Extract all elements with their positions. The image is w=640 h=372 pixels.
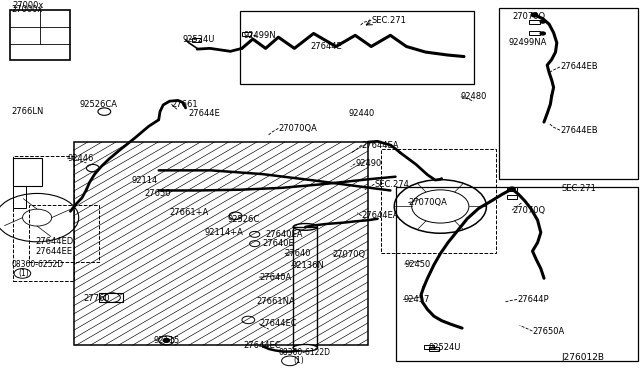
Text: SEC.271: SEC.271 (562, 185, 596, 193)
Text: 27644ED: 27644ED (35, 237, 74, 246)
Text: 92526C: 92526C (227, 215, 259, 224)
Circle shape (531, 13, 538, 17)
Text: (1): (1) (18, 269, 29, 278)
Circle shape (540, 32, 545, 35)
Text: 27644E: 27644E (310, 42, 342, 51)
Text: 27644P: 27644P (517, 295, 548, 304)
Text: 27000x: 27000x (12, 5, 43, 14)
Ellipse shape (293, 344, 317, 351)
Text: 27661: 27661 (172, 100, 198, 109)
Text: 92524U: 92524U (429, 343, 461, 352)
Text: 08360-6252D: 08360-6252D (12, 260, 63, 269)
Text: 92450: 92450 (404, 260, 431, 269)
Text: 27644EB: 27644EB (560, 126, 598, 135)
Text: 27644EA: 27644EA (362, 141, 399, 150)
Text: 27070Q: 27070Q (512, 206, 545, 215)
Text: 27650: 27650 (144, 189, 170, 198)
Circle shape (163, 339, 170, 342)
Text: 92524U: 92524U (182, 35, 215, 44)
Text: 27760: 27760 (83, 294, 110, 303)
Text: 92490: 92490 (355, 159, 381, 168)
Text: 27650A: 27650A (532, 327, 564, 336)
Text: 27661+A: 27661+A (170, 208, 209, 217)
Text: 92480: 92480 (461, 92, 487, 101)
Text: 27640E: 27640E (262, 239, 294, 248)
Text: SEC.271: SEC.271 (371, 16, 406, 25)
Text: SEC.274: SEC.274 (374, 180, 409, 189)
Text: 92499NA: 92499NA (509, 38, 547, 47)
Text: 92446: 92446 (67, 154, 93, 163)
Text: 27070QA: 27070QA (278, 124, 317, 133)
Text: 27644E: 27644E (189, 109, 221, 118)
Text: 27644EE: 27644EE (35, 247, 72, 256)
Text: 2766LN: 2766LN (12, 107, 44, 116)
Text: 27644EA: 27644EA (362, 211, 399, 220)
Text: (1): (1) (293, 356, 304, 365)
Text: 92114+A: 92114+A (205, 228, 244, 237)
Text: 92114: 92114 (131, 176, 157, 185)
Text: 27640A: 27640A (259, 273, 291, 282)
Circle shape (532, 13, 537, 16)
Text: 92136N: 92136N (291, 262, 324, 270)
Text: 27644EC: 27644EC (243, 341, 281, 350)
Text: 27070QA: 27070QA (408, 198, 447, 207)
Circle shape (509, 187, 515, 191)
Text: J276012B: J276012B (562, 353, 605, 362)
Text: 27644EB: 27644EB (560, 62, 598, 71)
Text: 27661NA: 27661NA (256, 297, 295, 306)
Text: 27644EC: 27644EC (259, 319, 297, 328)
Text: 92115: 92115 (154, 336, 180, 345)
Text: 27640EA: 27640EA (266, 230, 303, 239)
Text: 92499N: 92499N (243, 31, 276, 40)
Text: 27070Q: 27070Q (333, 250, 366, 259)
Text: 27070Q: 27070Q (512, 12, 545, 21)
Circle shape (540, 20, 545, 23)
Text: 27640: 27640 (285, 249, 311, 258)
Text: 92440: 92440 (349, 109, 375, 118)
Text: 08360-6122D: 08360-6122D (278, 348, 330, 357)
Text: 27000x: 27000x (13, 1, 44, 10)
Text: 92526CA: 92526CA (80, 100, 118, 109)
Text: 92457: 92457 (403, 295, 429, 304)
